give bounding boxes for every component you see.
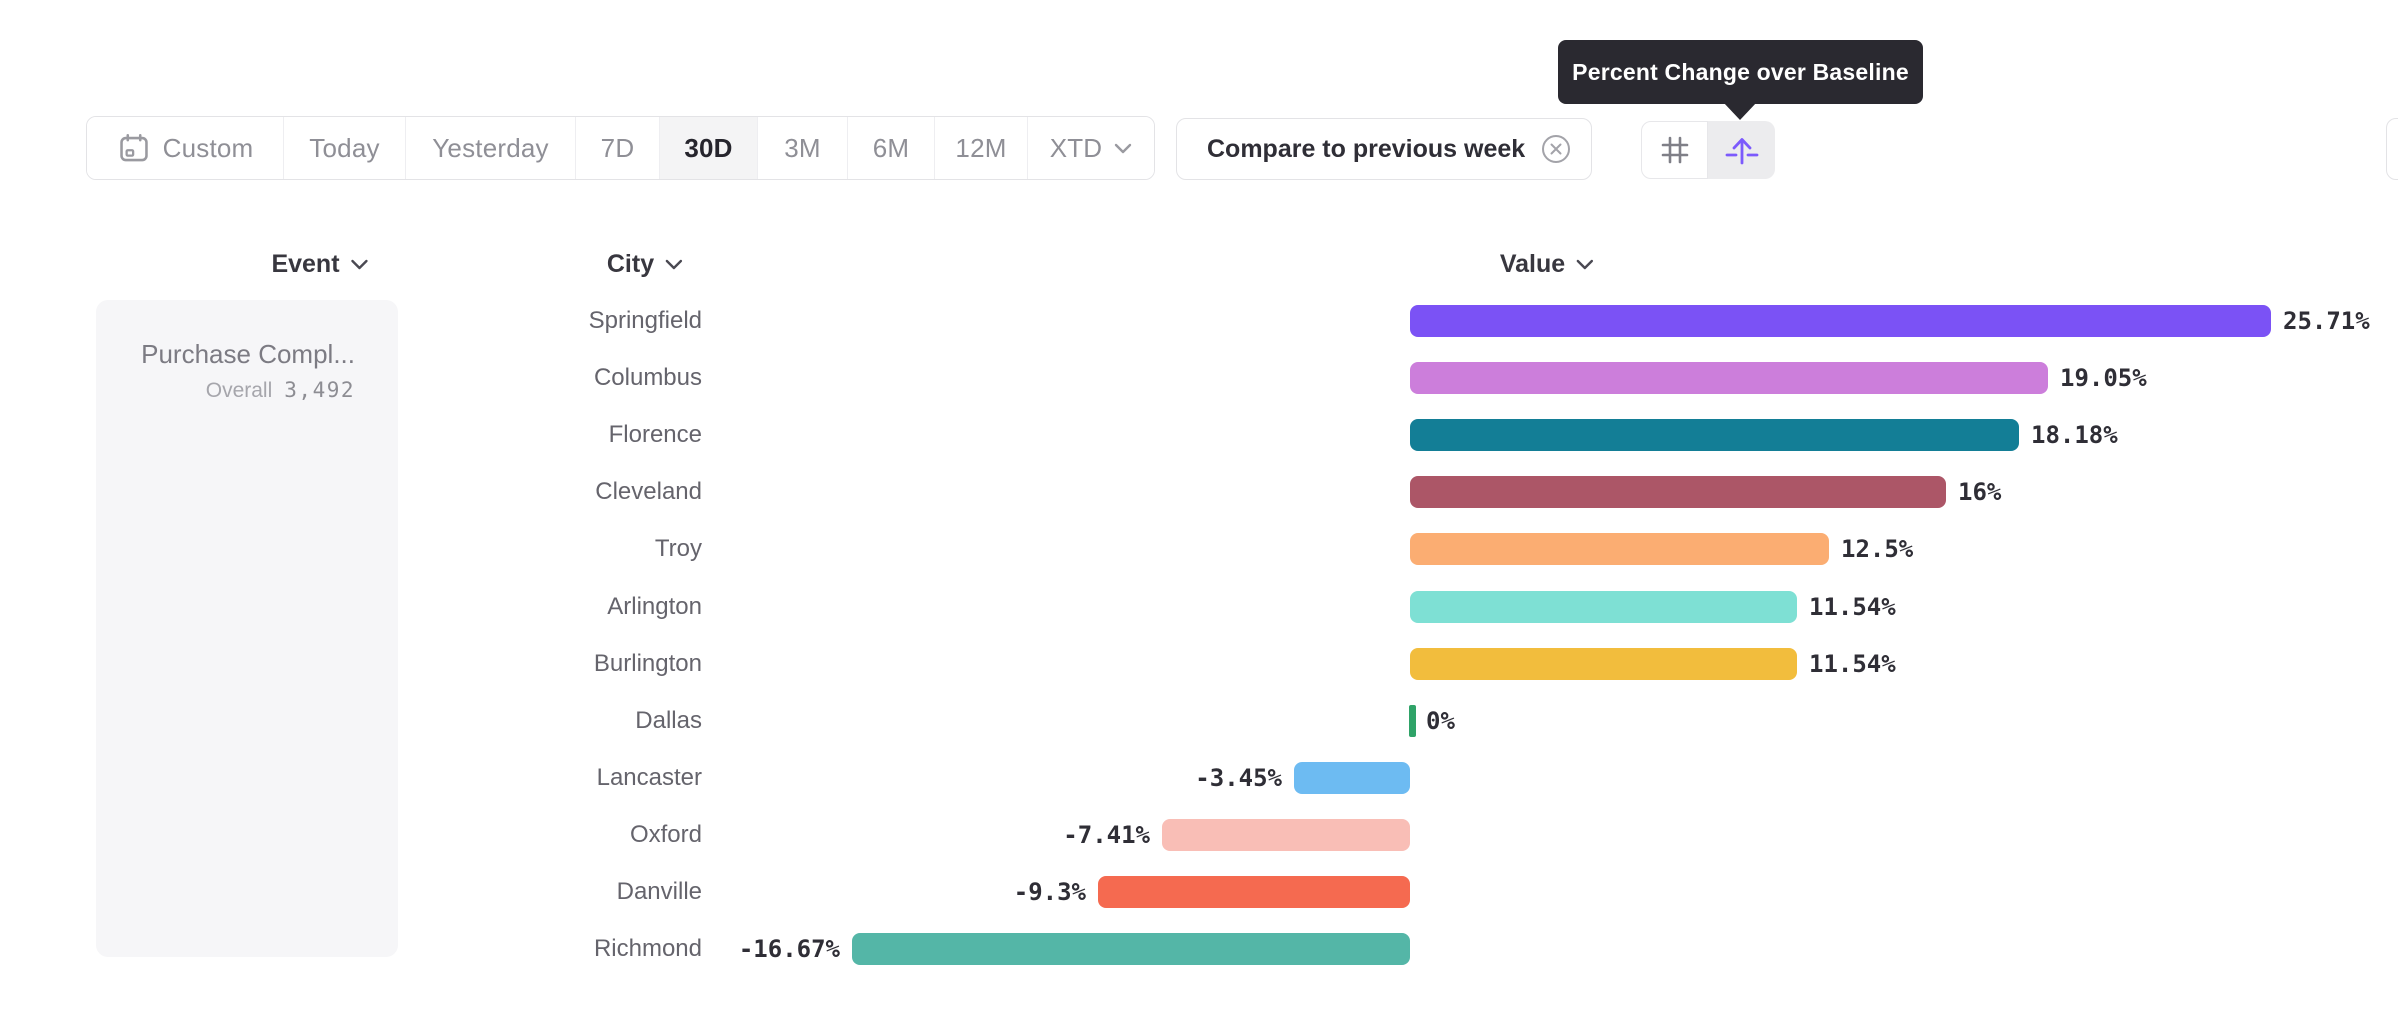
row-category-label: Arlington (607, 593, 702, 620)
overall-label: Overall (205, 379, 273, 402)
compare-to-previous-week-chip[interactable]: Compare to previous week (1176, 118, 1593, 180)
date-range-label: Today (309, 132, 380, 163)
arrow-up-over-baseline-icon (1723, 131, 1761, 169)
chevron-down-icon (665, 259, 683, 270)
bar-value-label: 11.54% (1809, 593, 1896, 621)
chart-row: Arlington 11.54% (0, 591, 2398, 623)
date-range-6m-button[interactable]: 6M (848, 117, 935, 179)
chevron-down-icon (1114, 143, 1132, 154)
bar-value-label: -16.67% (738, 935, 840, 963)
date-range-label: Custom (162, 132, 254, 163)
date-range-12m-button[interactable]: 12M (935, 117, 1028, 179)
bar[interactable] (1294, 762, 1410, 794)
row-category-label: Springfield (588, 307, 702, 334)
bar[interactable] (1410, 476, 1946, 508)
chart-row: Richmond -16.67% (0, 933, 2398, 965)
date-range-custom-button[interactable]: Custom (87, 117, 284, 179)
event-name: Purchase Compl... (141, 339, 355, 369)
date-range-label: 3M (784, 132, 821, 163)
bar-value-label: 16% (1958, 478, 2002, 506)
column-header-event[interactable]: Event (271, 248, 368, 280)
hash-icon (1657, 132, 1693, 168)
bar[interactable] (1410, 305, 2271, 337)
row-category-label: Lancaster (596, 764, 702, 791)
row-category-label: Florence (608, 421, 702, 448)
date-range-yesterday-button[interactable]: Yesterday (406, 117, 576, 179)
column-header-label: Value (1499, 249, 1566, 278)
chevron-down-icon (1576, 259, 1594, 270)
bar-value-label: 18.18% (2031, 421, 2118, 449)
value-display-toggle (1641, 121, 1775, 179)
bar-value-label: 12.5% (1841, 535, 1914, 563)
date-range-label: 7D (600, 132, 635, 163)
row-category-label: Dallas (635, 707, 702, 734)
event-overall-row: Overall 3,492 (96, 378, 355, 403)
date-range-toolbar: Custom Today Yesterday 7D 30D 3M 6M 12M XTD (86, 116, 1155, 180)
chevron-down-icon (351, 259, 369, 270)
zero-baseline-tick[interactable] (1409, 705, 1416, 737)
bar[interactable] (852, 933, 1410, 965)
partial-button-right-edge[interactable] (2386, 118, 2398, 180)
event-module-card[interactable]: Purchase Compl... Overall 3,492 (96, 300, 398, 957)
overall-value: 3,492 (284, 378, 355, 402)
column-header-label: Event (271, 249, 340, 278)
tooltip-text: Percent Change over Baseline (1572, 58, 1909, 85)
column-header-city[interactable]: City (607, 248, 683, 280)
column-header-label: City (606, 249, 655, 278)
chart-row: Florence 18.18% (0, 419, 2398, 451)
bar[interactable] (1410, 591, 1797, 623)
chart-row: Dallas 0% (0, 705, 2398, 737)
bar-value-label: 19.05% (2060, 364, 2147, 392)
chart-row: Oxford -7.41% (0, 819, 2398, 851)
bar[interactable] (1410, 533, 1829, 565)
chart-row: Lancaster -3.45% (0, 762, 2398, 794)
chart-row: Burlington 11.54% (0, 648, 2398, 680)
date-range-xtd-button[interactable]: XTD (1028, 117, 1154, 179)
chart-row: Columbus 19.05% (0, 362, 2398, 394)
bar-value-label: -3.45% (1195, 764, 1282, 792)
close-circle-icon[interactable] (1541, 134, 1571, 164)
calendar-icon (117, 131, 151, 165)
bar[interactable] (1410, 419, 2019, 451)
tooltip-caret (1723, 102, 1757, 120)
date-range-label: Yesterday (432, 132, 549, 163)
date-range-3m-button[interactable]: 3M (758, 117, 848, 179)
date-range-label: XTD (1049, 132, 1103, 163)
bar-value-label: 11.54% (1809, 650, 1896, 678)
date-range-30d-button[interactable]: 30D (660, 117, 758, 179)
bar-value-label: 25.71% (2283, 307, 2370, 335)
chart-row: Springfield 25.71% (0, 305, 2398, 337)
bar[interactable] (1410, 362, 2048, 394)
row-category-label: Oxford (629, 821, 702, 848)
row-category-label: Columbus (593, 364, 702, 391)
numeric-view-button[interactable] (1641, 121, 1708, 179)
bar[interactable] (1410, 648, 1797, 680)
date-range-7d-button[interactable]: 7D (576, 117, 660, 179)
row-category-label: Danville (616, 878, 702, 905)
tooltip-percent-change-over-baseline: Percent Change over Baseline (1558, 40, 1923, 104)
date-range-today-button[interactable]: Today (284, 117, 406, 179)
column-header-value[interactable]: Value (1500, 248, 1594, 280)
percent-change-view-button[interactable] (1708, 121, 1775, 179)
bar[interactable] (1098, 876, 1410, 908)
bar[interactable] (1162, 819, 1410, 851)
date-range-label: 30D (684, 132, 733, 163)
chart-row: Cleveland 16% (0, 476, 2398, 508)
row-category-label: Troy (654, 535, 702, 562)
bar-value-label: -9.3% (1013, 878, 1086, 906)
row-category-label: Burlington (593, 650, 702, 677)
row-category-label: Cleveland (595, 478, 702, 505)
date-range-label: 12M (955, 132, 1007, 163)
compare-chip-label: Compare to previous week (1207, 134, 1526, 163)
row-category-label: Richmond (593, 935, 702, 962)
bar-value-label: -7.41% (1063, 821, 1150, 849)
date-range-label: 6M (872, 132, 910, 163)
chart-row: Troy 12.5% (0, 533, 2398, 565)
bar-value-label: 0% (1426, 707, 1455, 735)
chart-row: Danville -9.3% (0, 876, 2398, 908)
